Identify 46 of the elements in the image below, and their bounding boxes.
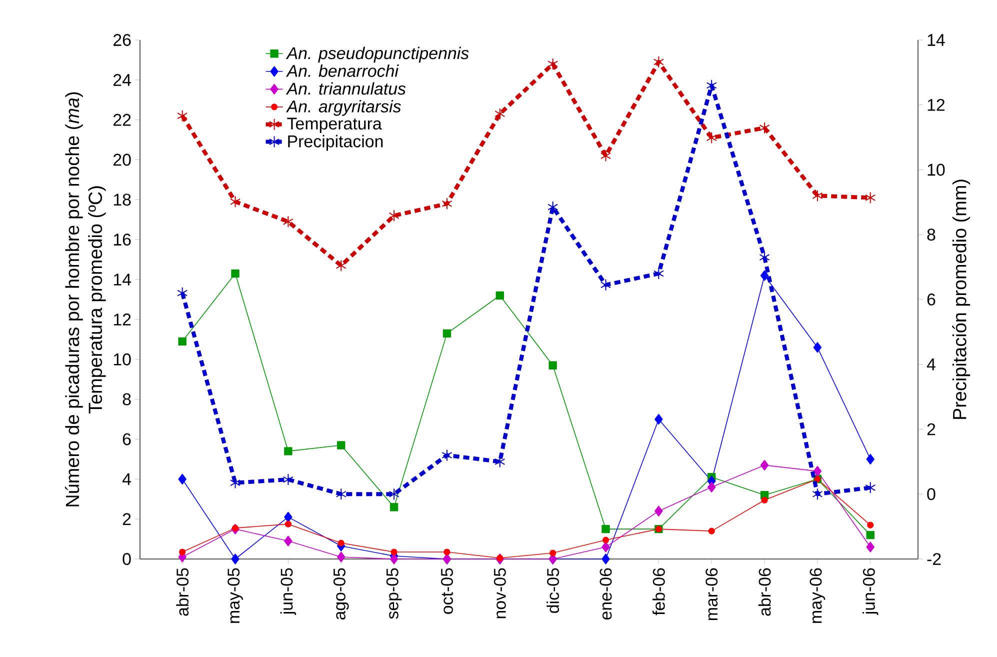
y2-tick-label: 0 [927, 488, 936, 500]
legend-label: An. triannulatus [286, 82, 406, 95]
y2-tick-label: 2 [927, 423, 936, 436]
legend-label: An. argyritarsis [286, 100, 401, 116]
y-tick-label: 8 [122, 393, 131, 406]
y-tick-label: 26 [114, 34, 131, 46]
text: Temperatura promedio (ºC) [88, 186, 106, 414]
y-tick-label: 4 [122, 473, 131, 485]
x-tick-label: mar-06 [706, 568, 718, 620]
x-tick-label: may-05 [228, 568, 243, 623]
y-tick-label: 24 [114, 74, 131, 86]
legend-label: An. benarrochi [286, 64, 399, 77]
y2-tick-label: 12 [928, 98, 945, 111]
y2-tick-label: 6 [927, 294, 936, 306]
x-tick-label: sep-05 [386, 568, 402, 619]
y-tick-label: 14 [114, 274, 131, 286]
x-tick-label: dic-05 [546, 568, 560, 613]
y2-axis-title: Precipitación promedio (mm) [952, 180, 970, 419]
y2-tick-label: 4 [926, 358, 936, 370]
y-tick-label: 18 [114, 194, 131, 206]
y2-tick-label: -2 [927, 553, 941, 565]
legend-label: Precipitacion [288, 134, 383, 151]
x-tick-label: jun-06 [862, 568, 878, 616]
x-tick-label: nov-05 [494, 568, 506, 618]
x-tick-label: jun-05 [280, 568, 296, 616]
y2-tick-label: 14 [928, 34, 945, 46]
y-tick-label: 10 [114, 353, 131, 366]
y2-tick-label: 10 [928, 164, 945, 176]
y-tick-label: 6 [122, 433, 131, 446]
y-tick-label: 22 [114, 114, 131, 126]
x-tick-label: feb-06 [652, 568, 665, 616]
y-tick-label: 20 [114, 154, 131, 166]
y-tick-label: 16 [114, 234, 131, 246]
y-tick-label: 2 [122, 513, 131, 525]
x-tick-label: ago-05 [333, 568, 349, 620]
y-tick-label: 0 [122, 553, 131, 565]
x-tick-label: abr-05 [176, 568, 189, 616]
text: Número de picaduras por hombre por noche (ma) [65, 92, 83, 506]
x-tick-label: abr-06 [758, 568, 771, 616]
y2-tick-label: 8 [927, 228, 936, 241]
x-tick-label: ene-06 [600, 568, 612, 620]
x-tick-label: may-06 [810, 568, 826, 623]
y-tick-label: 12 [114, 314, 131, 326]
legend-label: An. pseudopunctipennis [286, 46, 469, 63]
x-tick-label: oct-05 [440, 568, 453, 614]
legend-label: Temperatura [287, 118, 382, 133]
